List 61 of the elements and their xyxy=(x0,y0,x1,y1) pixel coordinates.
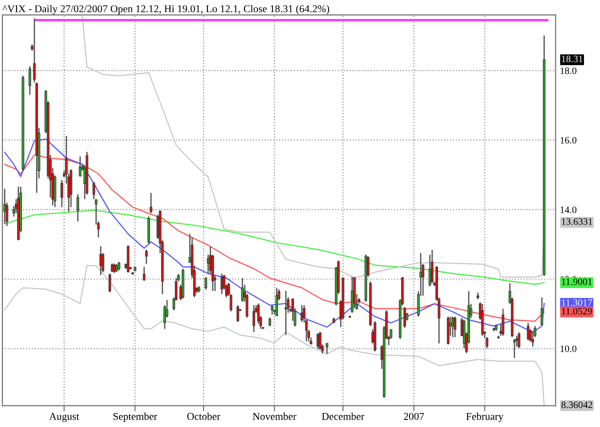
candlestick xyxy=(108,272,112,293)
x-tick-label: November xyxy=(252,412,296,420)
candlestick xyxy=(241,277,244,302)
candlestick xyxy=(70,168,72,208)
y-tick-label: 16.0 xyxy=(560,136,576,144)
candlestick xyxy=(275,287,278,317)
y-tick-label: 10.0 xyxy=(560,346,576,352)
x-tick-label: 2007 xyxy=(404,412,424,420)
candlestick xyxy=(430,249,434,284)
candlestick xyxy=(220,272,224,295)
candlestick xyxy=(481,303,484,336)
candlestick xyxy=(284,290,288,336)
candlestick xyxy=(428,254,432,288)
line-series xyxy=(82,16,545,279)
candlestick xyxy=(252,304,256,333)
line-series xyxy=(4,210,545,285)
candlestick xyxy=(76,194,80,222)
annotation: 18.31 xyxy=(562,56,582,62)
x-tick-label: February xyxy=(466,412,504,422)
candlestick xyxy=(518,332,520,349)
candlestick xyxy=(236,304,240,323)
candlestick xyxy=(316,332,320,350)
candlestick xyxy=(150,192,152,214)
candlestick xyxy=(204,276,208,290)
annotation: 8.36042 xyxy=(562,402,592,408)
candlestick xyxy=(147,216,150,244)
x-tick-label: December xyxy=(322,412,364,420)
y-tick-label: 14.0 xyxy=(560,206,576,214)
candlestick xyxy=(145,248,148,264)
x-tick-label: August xyxy=(49,412,80,422)
y-tick-label: 18.0 xyxy=(560,67,576,74)
annotation: 11.9001 xyxy=(562,278,592,286)
candlestick xyxy=(142,266,146,282)
candlestick xyxy=(156,214,160,240)
candlestick xyxy=(403,306,406,328)
candlestick xyxy=(326,342,328,354)
candlestick xyxy=(531,330,534,348)
candlestick xyxy=(33,18,36,84)
candlestick xyxy=(28,66,32,96)
candlestick xyxy=(300,304,304,323)
x-tick-label: September xyxy=(113,412,158,422)
annotation: 11.0529 xyxy=(562,308,592,315)
candlestick xyxy=(78,156,82,178)
candlestick xyxy=(454,316,456,338)
annotation: 11.3017 xyxy=(562,299,592,306)
candlestick xyxy=(60,179,64,208)
line-series xyxy=(4,265,545,406)
candlestick xyxy=(318,331,322,350)
candlestick xyxy=(540,296,544,326)
candlestick xyxy=(462,319,466,349)
candlestick xyxy=(502,308,504,336)
chart-title: ^VIX - Daily 27/02/2007 Open 12.12, Hi 19.01, Lo 12.1, Close 18.31 (64.2%) xyxy=(2,4,330,14)
candlestick xyxy=(451,316,454,338)
x-tick-label: October xyxy=(187,412,220,420)
candlestick xyxy=(270,304,274,316)
candlestick xyxy=(92,181,96,200)
candlestick xyxy=(257,302,260,325)
annotation: 13.6331 xyxy=(562,218,592,225)
candlestick xyxy=(513,338,516,359)
candlestick xyxy=(526,322,530,341)
candlestick xyxy=(113,262,116,274)
